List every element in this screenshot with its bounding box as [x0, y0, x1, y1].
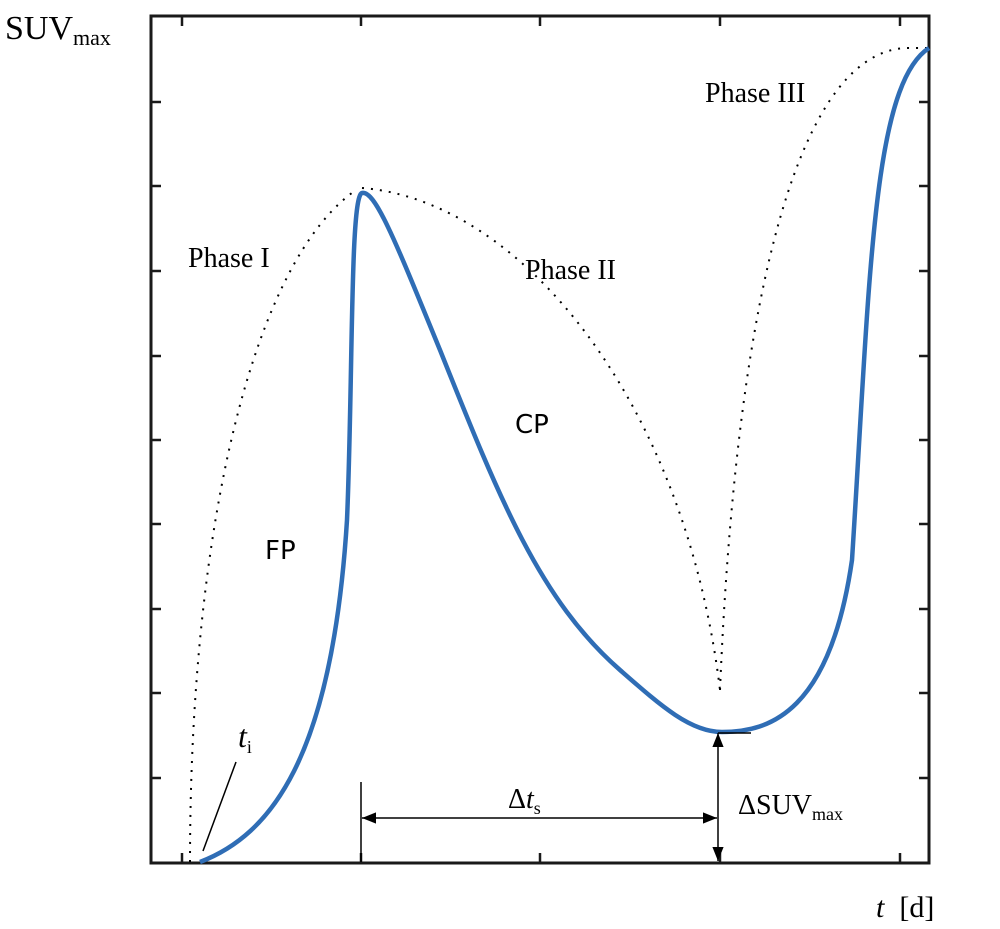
fp-label: FP: [265, 536, 296, 566]
phase1-envelope: [189, 189, 357, 863]
cp-label: CP: [515, 410, 549, 440]
y-axis-label: SUVmax: [5, 10, 111, 50]
phase1-label: Phase I: [188, 243, 270, 274]
phase2-envelope: [361, 187, 721, 691]
suv-curve: [199, 46, 931, 865]
ti-leader-line: [202, 761, 237, 852]
phase2-label: Phase II: [525, 255, 616, 286]
phase3-label: Phase III: [705, 78, 806, 109]
delta-t-label: Δts: [508, 784, 541, 818]
axis-ticks: [151, 16, 929, 863]
ti-label: ti: [238, 718, 252, 757]
x-axis-label: t [d]: [876, 891, 935, 924]
delta-suv-label: ΔSUVmax: [738, 790, 844, 824]
phase3-envelope: [719, 47, 929, 691]
